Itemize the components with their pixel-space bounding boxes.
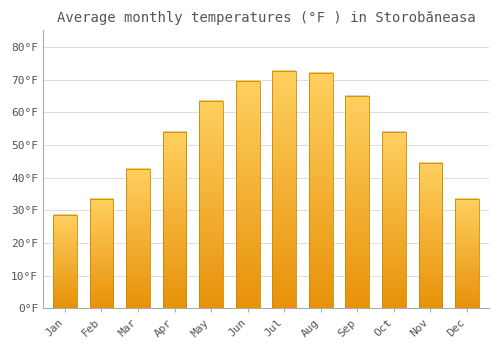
Bar: [309, 73, 332, 308]
Bar: [90, 199, 114, 308]
Bar: [418, 163, 442, 308]
Title: Average monthly temperatures (°F ) in Storobăneasa: Average monthly temperatures (°F ) in St…: [56, 11, 476, 25]
Bar: [162, 132, 186, 308]
Bar: [272, 71, 296, 308]
Bar: [126, 169, 150, 308]
Bar: [455, 199, 479, 308]
Bar: [53, 215, 77, 308]
Bar: [236, 81, 260, 308]
Bar: [346, 96, 369, 308]
Bar: [199, 101, 223, 308]
Bar: [382, 132, 406, 308]
